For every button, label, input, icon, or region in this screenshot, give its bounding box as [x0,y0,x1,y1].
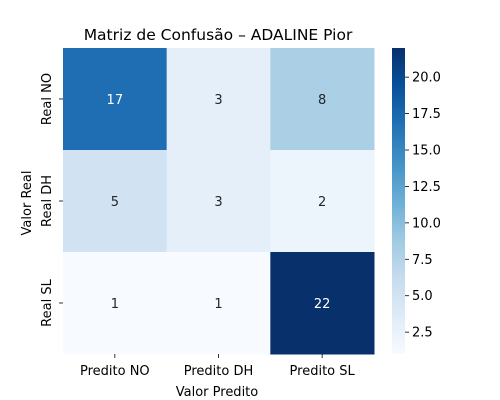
heatmap-cell [63,252,168,355]
colorbar [392,48,405,354]
heatmap-cell [270,48,375,151]
y-tick-label: Real DH [40,175,55,227]
chart-title: Matriz de Confusão – ADALINE Pior [84,26,353,44]
cell-value-label: 2 [318,195,326,210]
colorbar-tick-label: 10.0 [412,216,441,231]
colorbar-tick-label: 12.5 [412,180,441,195]
cell-value-label: 5 [111,195,119,210]
heatmap-cells [63,48,375,355]
colorbar-tick-label: 5.0 [412,289,433,304]
cell-value-label: 8 [318,93,326,108]
colorbar-tick-label: 2.5 [412,326,433,341]
colorbar-tick-label: 17.5 [412,107,441,122]
y-tick-label: Real SL [40,278,55,326]
x-tick-label: Predito NO [80,364,150,379]
cell-value-label: 22 [314,297,331,312]
y-tick-label: Real NO [40,73,55,125]
heatmap-cell [270,252,375,355]
cell-value-label: 1 [214,297,222,312]
x-axis-ticks: Predito NO Predito DH Predito SL [80,354,356,379]
x-tick-label: Predito SL [290,364,356,379]
heatmap-cell [166,150,271,253]
cell-value-label: 3 [214,93,222,108]
y-axis-label: Valor Real [20,171,35,236]
heatmap-cell [166,48,271,151]
colorbar-tick-label: 20.0 [412,71,441,86]
cell-value-label: 1 [111,297,119,312]
heatmap-cell [166,252,271,355]
heatmap-cell-labels: 17 3 8 5 3 2 1 1 22 [107,93,331,312]
heatmap-cell [63,48,168,151]
x-axis-label: Valor Predito [176,385,259,400]
cell-value-label: 3 [214,195,222,210]
cell-value-label: 17 [107,93,124,108]
x-tick-label: Predito DH [184,364,254,379]
heatmap-cell [63,150,168,253]
colorbar-tick-label: 15.0 [412,144,441,159]
heatmap-cell [270,150,375,253]
colorbar-ticks: 2.5 5.0 7.5 10.0 12.5 15.0 17.5 20.0 [405,71,441,341]
colorbar-tick-label: 7.5 [412,253,433,268]
y-axis-ticks: Real NO Real DH Real SL [40,73,63,327]
